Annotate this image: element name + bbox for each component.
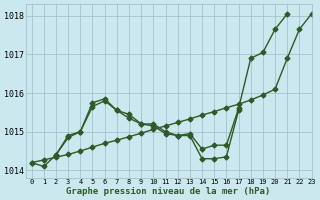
X-axis label: Graphe pression niveau de la mer (hPa): Graphe pression niveau de la mer (hPa) [67,187,271,196]
